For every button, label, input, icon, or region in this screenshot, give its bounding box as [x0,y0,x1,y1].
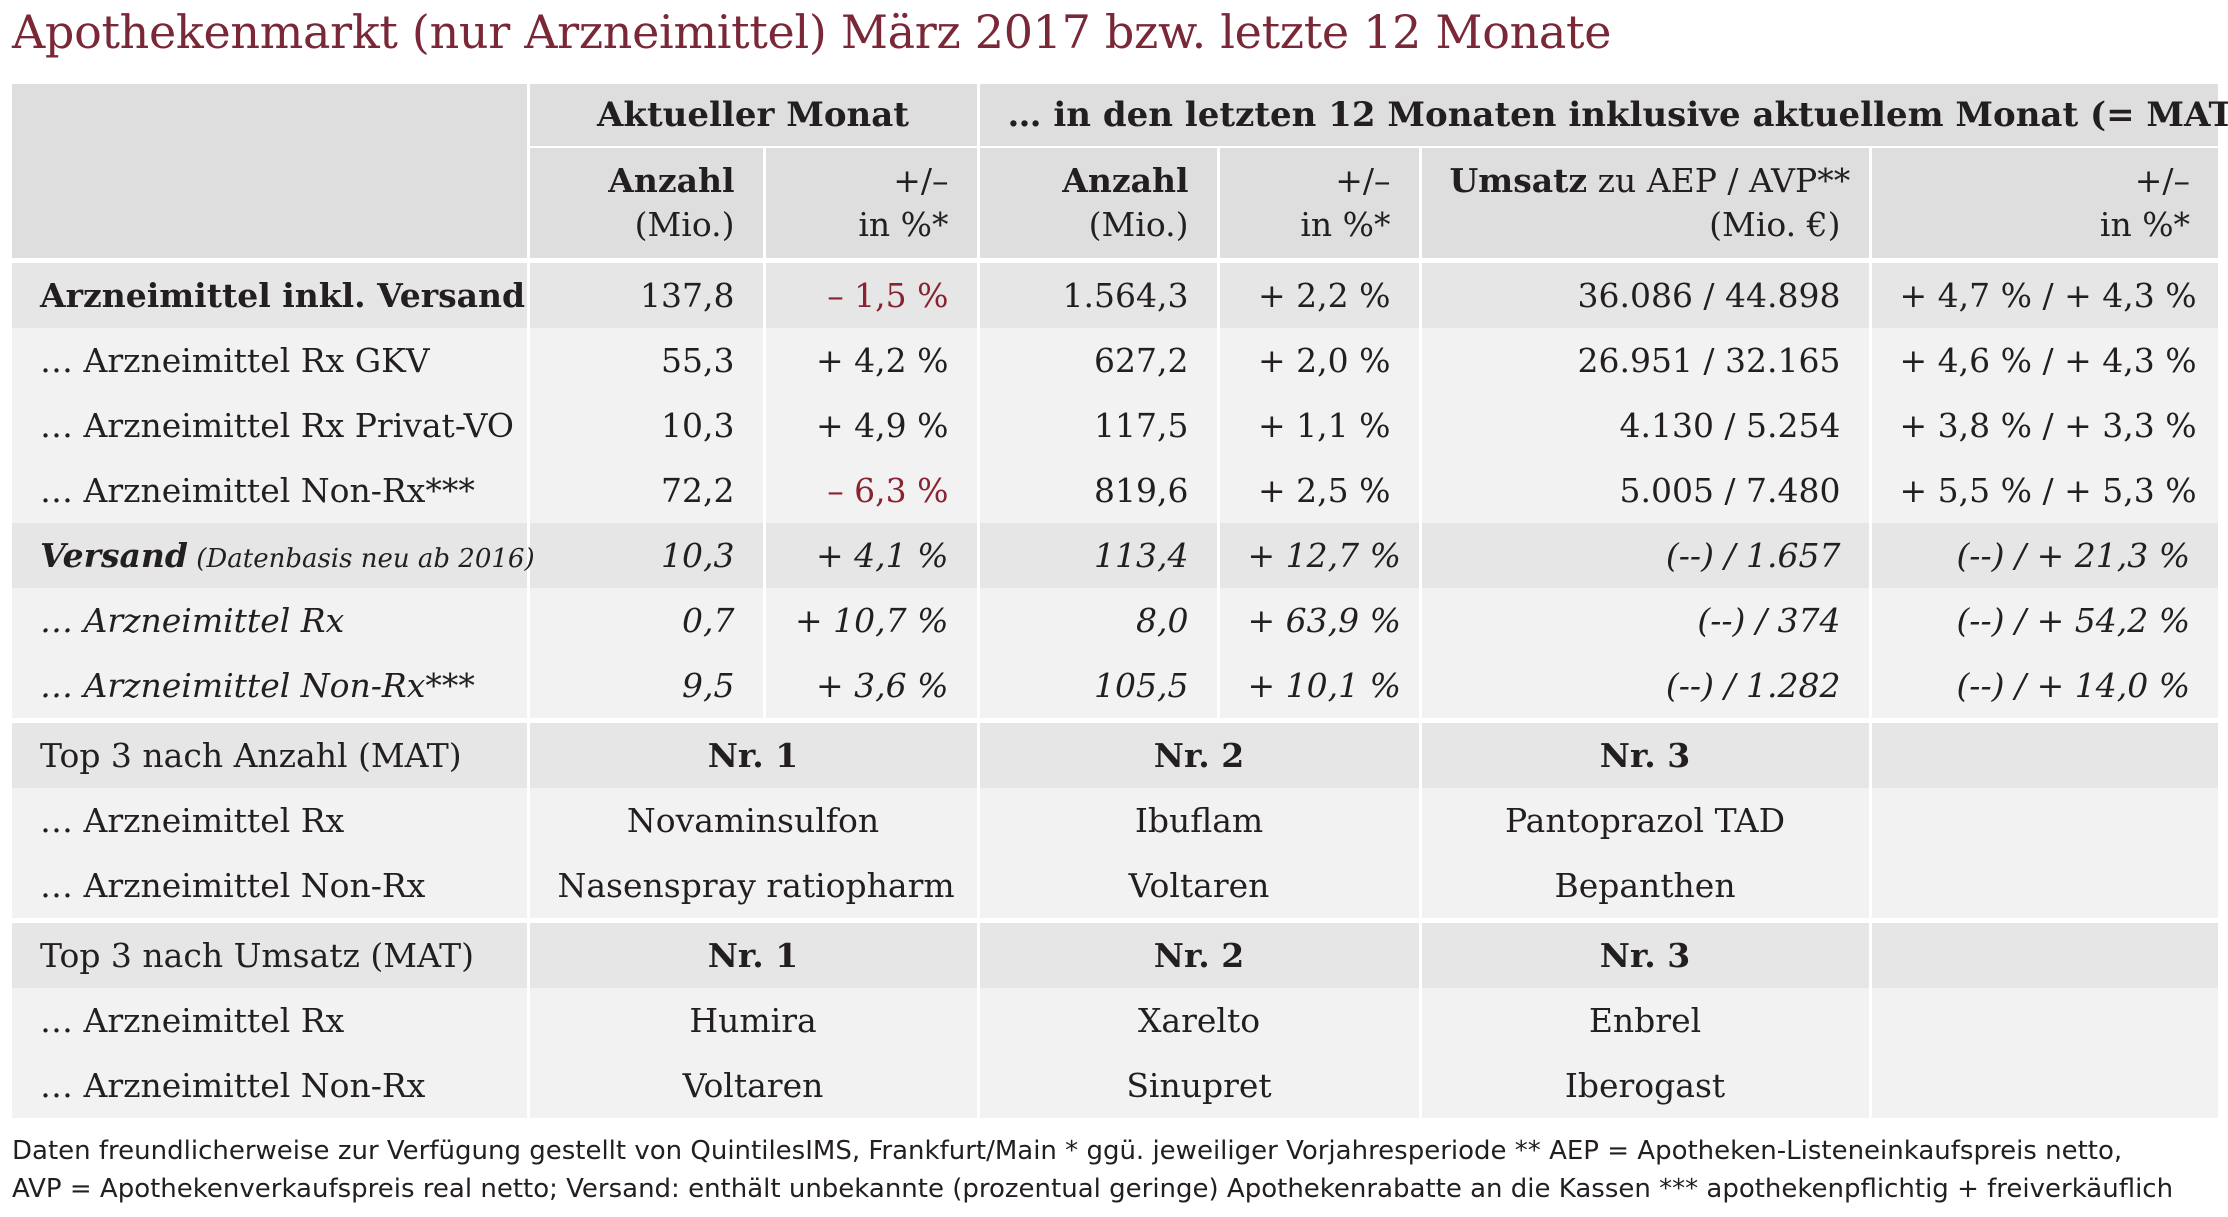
top-umsatz-header-row: Top 3 nach Umsatz (MAT) Nr. 1 Nr. 2 Nr. … [12,923,2219,988]
table-row: … Arzneimittel Rx Humira Xarelto Enbrel [12,988,2219,1053]
footnote: Daten freundlicherweise zur Verfügung ge… [12,1132,2173,1208]
row-label: … Arzneimittel Rx [12,588,530,653]
row-label: … Arzneimittel Non-Rx [12,1053,530,1118]
header-current-month: Aktueller Monat [526,84,980,147]
table-row: … Arzneimittel Non-Rx*** 9,5 + 3,6 % 105… [12,653,2219,718]
table-row: Arzneimittel inkl. Versand 137,8 – 1,5 %… [12,263,2219,328]
header-umsatz-pct: +/– in %* [1868,146,2219,258]
row-label: … Arzneimittel Non-Rx*** [12,458,530,523]
header-group-row: Aktueller Monat … in den letzten 12 Mona… [12,84,2228,147]
page-title: Apothekenmarkt (nur Arzneimittel) März 2… [12,5,1612,59]
row-label: … Arzneimittel Rx GKV [12,328,530,393]
header-pct: +/– in %* [762,146,980,258]
row-label: … Arzneimittel Non-Rx [12,853,530,918]
table-row: … Arzneimittel Non-Rx Voltaren Sinupret … [12,1053,2219,1118]
header-umsatz: Umsatz zu AEP / AVP** (Mio. €) [1418,146,1872,258]
row-label: Versand (Datenbasis neu ab 2016) [12,523,535,588]
header-mat-pct: +/– in %* [1216,146,1422,258]
table-row: … Arzneimittel Non-Rx Nasenspray ratioph… [12,853,2219,918]
table-row: … Arzneimittel Non-Rx*** 72,2 – 6,3 % 81… [12,458,2219,523]
header-mat-anzahl: Anzahl (Mio.) [976,146,1220,258]
table-row: Versand (Datenbasis neu ab 2016) 10,3 + … [12,523,2219,588]
table-row: … Arzneimittel Rx Privat-VO 10,3 + 4,9 %… [12,393,2219,458]
row-label: … Arzneimittel Rx Privat-VO [12,393,530,458]
market-table: Aktueller Monat … in den letzten 12 Mona… [12,84,2228,1118]
header-column-row: Anzahl (Mio.) +/– in %* Anzahl (Mio.) +/– in… [12,146,2219,258]
row-label: … Arzneimittel Non-Rx*** [12,653,530,718]
footnote-line-2: AVP = Apothekenverkaufspreis real netto;… [12,1174,2174,1204]
table-row: … Arzneimittel Rx Novaminsulfon Ibuflam … [12,788,2219,853]
row-label: … Arzneimittel Rx [12,788,530,853]
header-anzahl: Anzahl (Mio.) [526,146,766,258]
table-row: … Arzneimittel Rx 0,7 + 10,7 % 8,0 + 63,… [12,588,2219,653]
top-umsatz-title: Top 3 nach Umsatz (MAT) [12,923,530,988]
footnote-line-1: Daten freundlicherweise zur Verfügung ge… [12,1136,2123,1166]
top-anzahl-title: Top 3 nach Anzahl (MAT) [12,723,530,788]
row-label: Arzneimittel inkl. Versand [12,263,530,328]
row-label: … Arzneimittel Rx [12,988,530,1053]
table-row: … Arzneimittel Rx GKV 55,3 + 4,2 % 627,2… [12,328,2219,393]
header-mat: … in den letzten 12 Monaten inklusive ak… [976,84,2228,147]
top-anzahl-header-row: Top 3 nach Anzahl (MAT) Nr. 1 Nr. 2 Nr. … [12,723,2219,788]
